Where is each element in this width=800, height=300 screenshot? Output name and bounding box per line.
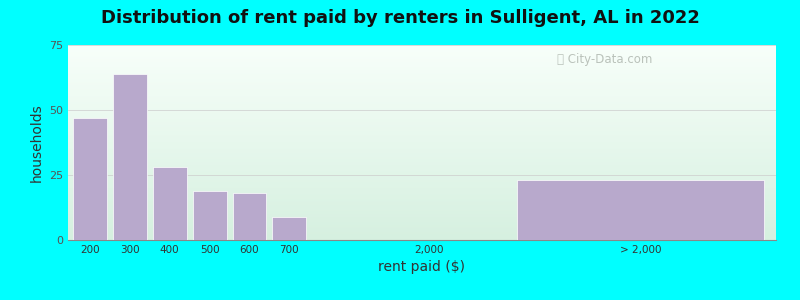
Bar [73,118,107,240]
Bar [517,180,764,240]
X-axis label: rent paid ($): rent paid ($) [378,260,466,274]
Bar [233,193,266,240]
Text: ⎙ City-Data.com: ⎙ City-Data.com [557,53,652,66]
Y-axis label: households: households [30,103,43,182]
Bar [153,167,186,240]
Bar [273,217,306,240]
Bar [113,74,146,240]
Bar [193,190,226,240]
Text: Distribution of rent paid by renters in Sulligent, AL in 2022: Distribution of rent paid by renters in … [101,9,699,27]
